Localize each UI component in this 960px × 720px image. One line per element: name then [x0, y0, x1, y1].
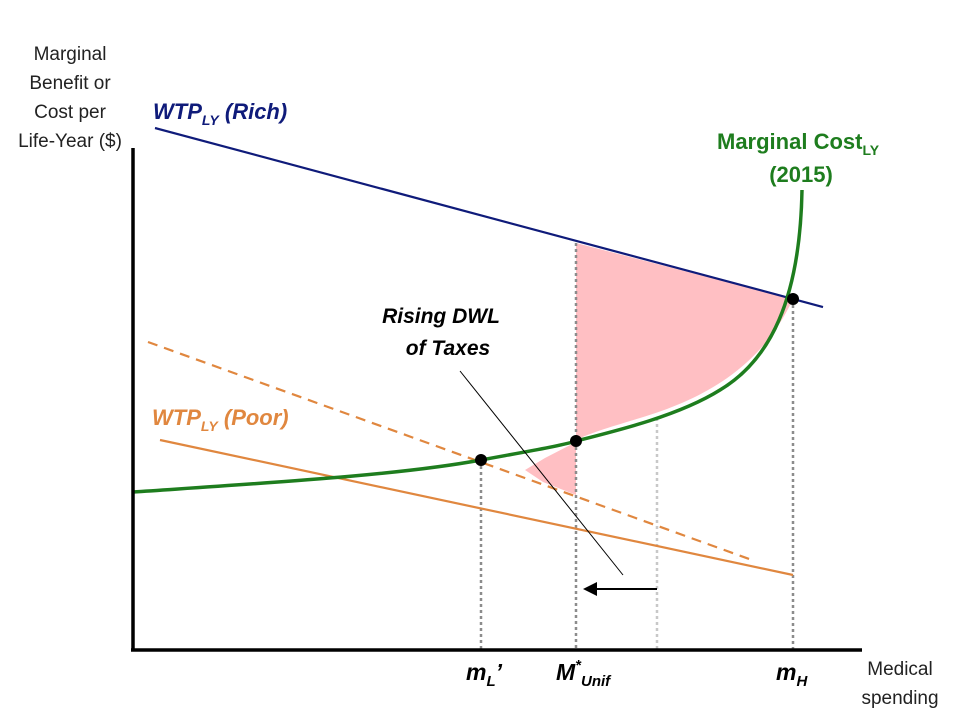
tick-label-m-h: mH	[776, 659, 808, 690]
x-axis-label-line: Medical	[867, 659, 933, 680]
wtp-poor-label: WTPLY (Poor)	[152, 405, 289, 434]
y-axis-label-line: Marginal	[33, 44, 107, 65]
wtp-rich-line	[154, 126, 824, 309]
wtp-rich-label: WTPLY (Rich)	[153, 99, 287, 128]
annotation-pointer	[459, 370, 624, 576]
leftward-arrow	[583, 582, 657, 596]
guide-lines	[479, 243, 795, 650]
tick-label-m-unif: M*Unif	[556, 657, 612, 690]
marginal-cost-label-line2: (2015)	[769, 162, 833, 187]
y-axis-label-line: Life-Year ($)	[18, 131, 122, 152]
point-m-h	[787, 293, 799, 305]
y-axis-label-line: Cost per	[34, 102, 106, 123]
point-m-l	[475, 454, 487, 466]
marginal-cost-label-line1: Marginal CostLY	[717, 129, 880, 158]
dwl-shaded-region	[525, 243, 793, 495]
x-axis-label-line: spending	[861, 688, 939, 709]
x-axis-label: Medical spending	[840, 655, 960, 713]
tick-label-m-l: mL’	[466, 659, 503, 690]
wtp-poor-line	[159, 438, 794, 577]
annotation-line2: of Taxes	[406, 337, 490, 360]
y-axis-label-line: Benefit or	[29, 73, 111, 94]
wtp-poor-dashed-line	[147, 340, 753, 562]
annotation-line1: Rising DWL	[382, 305, 500, 328]
y-axis-label: Marginal Benefit or Cost per Life-Year (…	[0, 40, 140, 156]
point-m-unif	[570, 435, 582, 447]
